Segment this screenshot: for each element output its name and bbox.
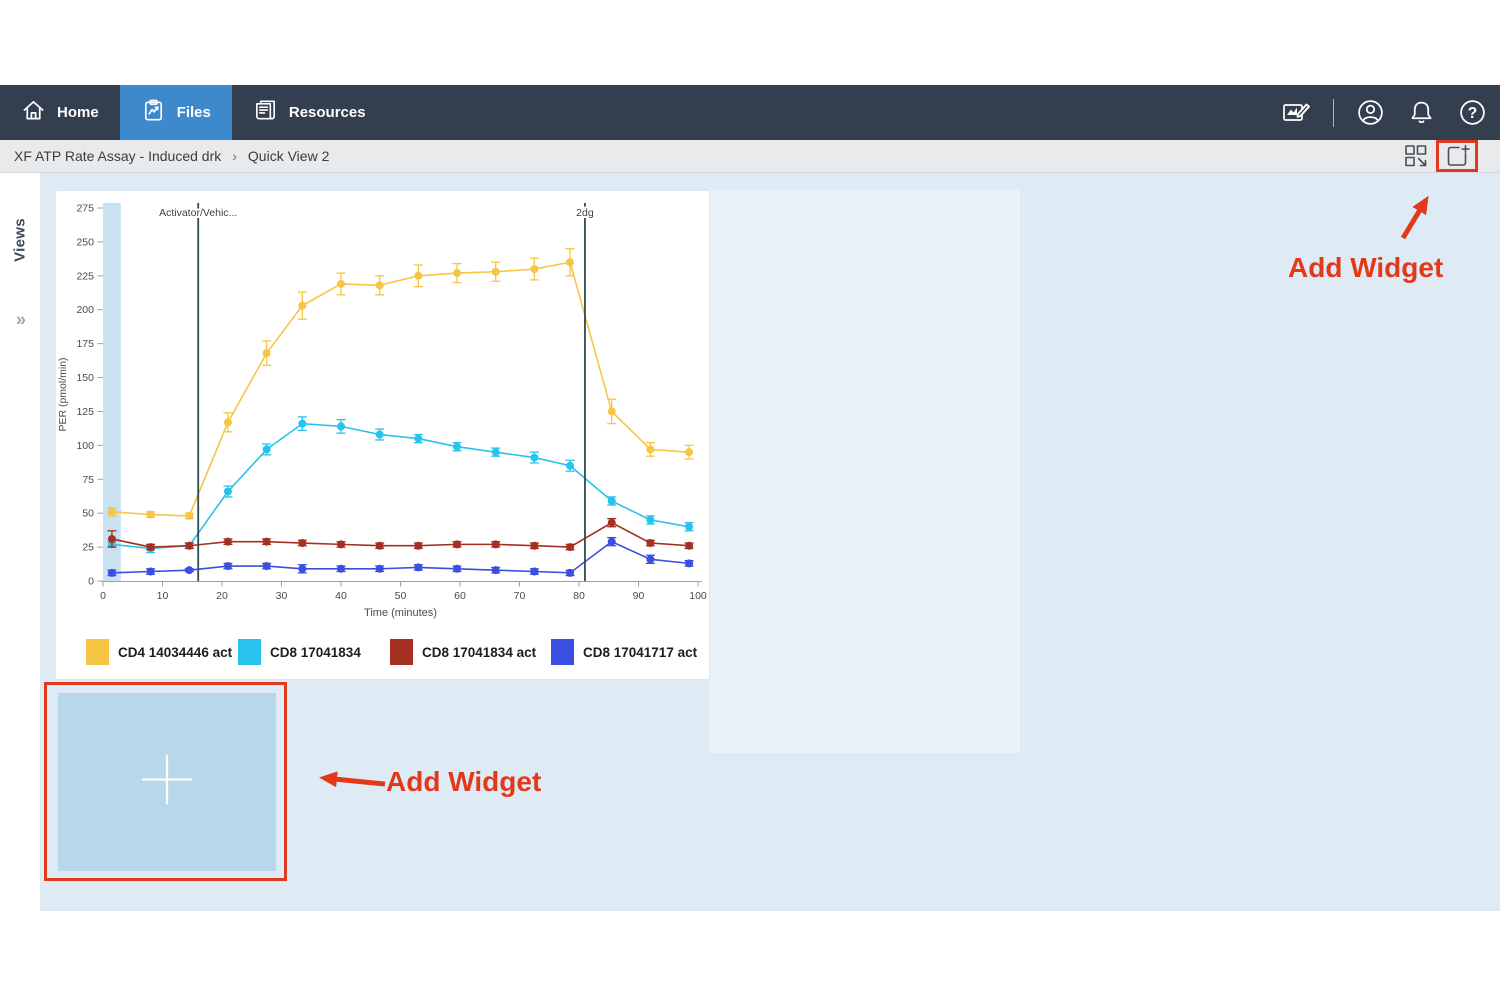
- svg-text:250: 250: [76, 236, 94, 248]
- tab-label: Resources: [288, 104, 366, 121]
- svg-text:90: 90: [633, 590, 645, 602]
- navbar-divider: [1333, 98, 1334, 127]
- svg-text:25: 25: [82, 542, 94, 554]
- resources-icon: [253, 98, 278, 127]
- svg-text:?: ?: [1468, 105, 1477, 122]
- breadcrumb-separator: ›: [232, 148, 237, 164]
- annotation-add-widget-bottom: Add Widget: [386, 766, 542, 797]
- legend-swatch: [390, 639, 413, 665]
- tab-label: Files: [176, 104, 211, 121]
- annotation-add-widget-top: Add Widget: [1288, 252, 1444, 283]
- tab-label: Home: [57, 104, 99, 121]
- navbar-right-icons: ?: [1281, 85, 1500, 140]
- tab-home[interactable]: Home: [0, 85, 120, 140]
- legend-item[interactable]: CD8 17041717 act: [551, 639, 703, 665]
- svg-text:70: 70: [514, 590, 526, 602]
- legend-label: CD4 14034446 act: [118, 644, 233, 660]
- legend-item[interactable]: CD4 14034446 act: [86, 639, 238, 665]
- chart-legend: CD4 14034446 act CD8 17041834 CD8 17041834…: [56, 639, 709, 665]
- breadcrumb: XF ATP Rate Assay - Induced drk › Quick …: [0, 140, 1500, 173]
- legend-label: CD8 17041717 act: [583, 644, 698, 660]
- report-edit-icon[interactable]: [1281, 99, 1311, 127]
- top-navbar: Home Files Resources: [0, 85, 1500, 140]
- svg-text:20: 20: [216, 590, 228, 602]
- empty-widget-slot: [710, 190, 1020, 753]
- per-line-chart: 0 10 20 30 40 50 60 70 80 90 100 0 25 50 75 100 125 150 17…: [57, 203, 707, 620]
- plus-icon: [138, 751, 196, 814]
- svg-text:50: 50: [82, 508, 94, 520]
- sidebar-views-tab[interactable]: Views: [11, 218, 29, 262]
- help-icon[interactable]: ?: [1458, 98, 1487, 127]
- svg-text:40: 40: [335, 590, 347, 602]
- views-sidebar: [0, 173, 40, 911]
- layout-icon[interactable]: [1403, 143, 1431, 175]
- svg-text:Time (minutes): Time (minutes): [364, 607, 437, 619]
- account-icon[interactable]: [1356, 98, 1385, 127]
- legend-swatch: [551, 639, 574, 665]
- svg-text:0: 0: [88, 576, 94, 588]
- svg-text:Activator/Vehic...: Activator/Vehic...: [159, 207, 237, 219]
- svg-text:175: 175: [76, 338, 94, 350]
- svg-text:60: 60: [454, 590, 466, 602]
- breadcrumb-file[interactable]: XF ATP Rate Assay - Induced drk: [14, 148, 222, 164]
- svg-text:200: 200: [76, 304, 94, 316]
- svg-text:10: 10: [157, 590, 169, 602]
- svg-text:80: 80: [573, 590, 585, 602]
- svg-text:PER (pmol/min): PER (pmol/min): [57, 357, 69, 431]
- svg-text:30: 30: [276, 590, 288, 602]
- tab-resources[interactable]: Resources: [232, 85, 387, 140]
- svg-text:275: 275: [76, 203, 94, 215]
- notifications-icon[interactable]: [1407, 98, 1436, 127]
- legend-swatch: [238, 639, 261, 665]
- svg-text:2dg: 2dg: [576, 207, 594, 219]
- add-widget-icon[interactable]: [1444, 143, 1472, 175]
- legend-label: CD8 17041834 act: [422, 644, 537, 660]
- expand-chevron-icon[interactable]: »: [15, 309, 26, 330]
- add-widget-placeholder[interactable]: [57, 692, 277, 872]
- chart-widget[interactable]: 0 10 20 30 40 50 60 70 80 90 100 0 25 50 75 100 125 150 17…: [55, 190, 710, 680]
- svg-text:225: 225: [76, 270, 94, 282]
- home-icon: [21, 98, 46, 127]
- svg-text:0: 0: [100, 590, 106, 602]
- tab-files[interactable]: Files: [119, 85, 232, 140]
- legend-swatch: [86, 639, 109, 665]
- legend-label: CD8 17041834: [270, 644, 361, 660]
- svg-text:75: 75: [82, 474, 94, 486]
- svg-text:125: 125: [76, 406, 94, 418]
- svg-text:50: 50: [395, 590, 407, 602]
- files-icon: [141, 98, 166, 127]
- legend-item[interactable]: CD8 17041834 act: [390, 639, 551, 665]
- breadcrumb-view[interactable]: Quick View 2: [247, 148, 330, 164]
- svg-text:100: 100: [76, 440, 94, 452]
- svg-text:150: 150: [76, 372, 94, 384]
- legend-item[interactable]: CD8 17041834: [238, 639, 390, 665]
- svg-text:100: 100: [689, 590, 707, 602]
